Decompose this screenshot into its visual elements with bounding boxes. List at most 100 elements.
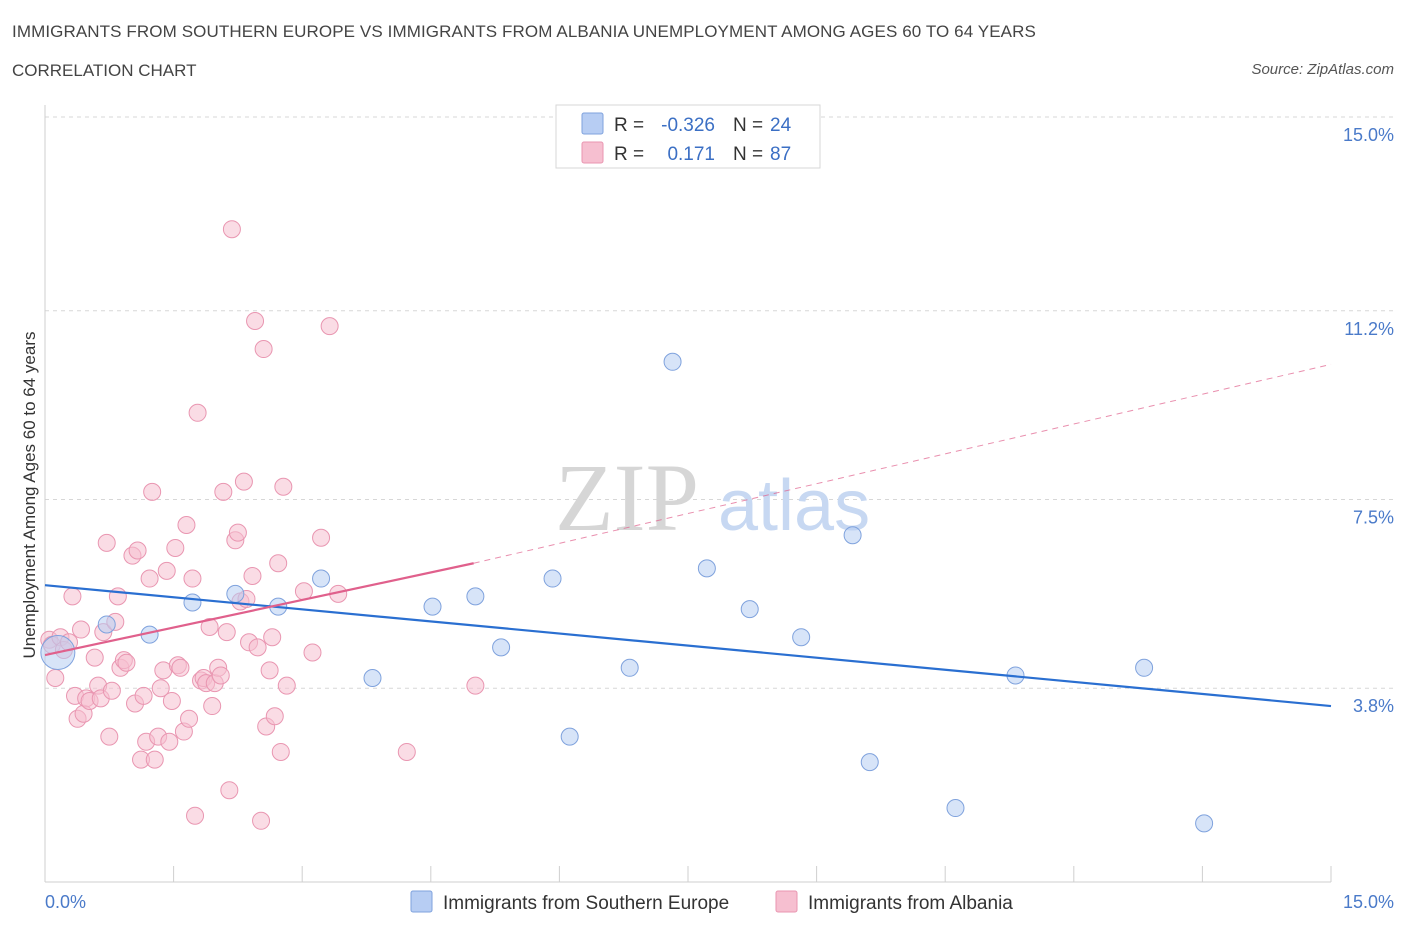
legend: Immigrants from Southern Europe Immigran… <box>410 890 1013 914</box>
albania-point-24 <box>117 653 136 672</box>
albania-point-29 <box>134 686 153 705</box>
trendlines <box>44 363 1332 708</box>
southern-europe-point-14 <box>663 352 682 371</box>
albania-point-38 <box>160 732 179 751</box>
albania-point-35 <box>151 679 170 698</box>
southern-europe-point-20 <box>946 799 965 818</box>
albania-point-40 <box>166 538 185 557</box>
legend-swatch-southern-europe <box>410 890 433 913</box>
albania-point-6 <box>63 587 82 606</box>
albania-point-39 <box>162 691 181 710</box>
x-axis-ticks <box>44 866 1332 882</box>
albania-point-77 <box>271 742 290 761</box>
albania-point-37 <box>157 561 176 580</box>
albania-point-78 <box>274 477 293 496</box>
southern-europe-point-9 <box>466 587 485 606</box>
albania-point-2 <box>46 669 65 687</box>
albania-point-31 <box>140 569 159 588</box>
albania-point-62 <box>228 523 247 542</box>
albania-point-53 <box>203 697 222 716</box>
southern-europe-point-10 <box>492 638 511 657</box>
southern-europe-point-12 <box>560 727 579 746</box>
albania-point-48 <box>188 403 207 422</box>
y-tick-label-0: 3.8% <box>1353 696 1394 716</box>
stats-n-label-pink: N = <box>733 144 763 165</box>
albania-point-76 <box>269 554 288 573</box>
southern-europe-point-6 <box>312 569 331 588</box>
albania-point-64 <box>234 472 253 491</box>
x-tick-label-left: 0.0% <box>45 892 86 912</box>
stats-box: R = -0.326 N = 24 R = 0.171 N = 87 <box>555 104 821 169</box>
albania-point-73 <box>260 661 279 680</box>
albania-point-42 <box>171 658 190 677</box>
southern-europe-point-3 <box>183 593 202 612</box>
southern-europe-point-23 <box>1195 814 1214 833</box>
albania-trendline-extension <box>473 363 1332 564</box>
albania-point-60 <box>222 220 241 239</box>
southern-europe-point-7 <box>363 669 382 687</box>
albania-point-83 <box>320 317 339 336</box>
southern-europe-trendline <box>44 584 1332 708</box>
stats-r-value-blue: -0.326 <box>661 115 715 136</box>
albania-point-13 <box>85 648 104 667</box>
stats-r-label-pink: R = <box>614 144 644 165</box>
legend-swatch-albania <box>775 890 798 913</box>
stats-swatch-blue <box>581 112 604 135</box>
stats-n-label-blue: N = <box>733 115 763 136</box>
southern-europe-point-15 <box>697 559 716 578</box>
albania-trendline <box>44 562 474 657</box>
southern-europe-point-18 <box>843 526 862 545</box>
albania-point-67 <box>243 567 262 585</box>
albania-point-79 <box>277 676 296 695</box>
albania-point-33 <box>145 750 164 769</box>
y-axis-title: Unemployment Among Ages 60 to 64 years <box>20 332 39 659</box>
albania-point-81 <box>303 643 322 662</box>
stats-n-value-pink: 87 <box>770 144 791 165</box>
albania-point-58 <box>217 623 236 642</box>
southern-europe-point-11 <box>543 569 562 588</box>
albania-point-32 <box>143 482 162 501</box>
albania-point-27 <box>128 541 147 560</box>
albania-point-56 <box>211 666 230 685</box>
legend-label-albania: Immigrants from Albania <box>808 893 1013 914</box>
albania-point-57 <box>214 482 233 501</box>
albania-point-18 <box>100 727 119 746</box>
southern-europe-point-13 <box>620 658 639 677</box>
southern-europe-point-16 <box>740 600 759 619</box>
southern-europe-point-1 <box>97 615 116 634</box>
southern-europe-points <box>40 352 1214 833</box>
albania-point-75 <box>265 707 284 726</box>
y-tick-label-1: 7.5% <box>1353 508 1394 528</box>
southern-europe-point-8 <box>423 597 442 616</box>
chart-title: IMMIGRANTS FROM SOUTHERN EUROPE VS IMMIG… <box>12 22 1036 41</box>
albania-point-47 <box>186 806 205 825</box>
chart-subtitle: CORRELATION CHART <box>12 61 197 80</box>
watermark: ZIP atlas <box>555 444 870 551</box>
y-axis-tick-labels: 3.8% 7.5% 11.2% 15.0% <box>1343 125 1394 716</box>
albania-point-59 <box>220 781 239 800</box>
albania-point-74 <box>263 628 282 647</box>
stats-r-value-pink: 0.171 <box>667 144 715 165</box>
albania-point-86 <box>466 676 485 695</box>
y-tick-label-2: 11.2% <box>1344 319 1394 339</box>
albania-point-82 <box>312 528 331 547</box>
albania-point-71 <box>254 340 273 359</box>
y-tick-label-3: 15.0% <box>1343 125 1394 145</box>
southern-europe-point-22 <box>1135 658 1154 677</box>
watermark-zip: ZIP <box>555 444 699 551</box>
southern-europe-point-17 <box>792 628 811 647</box>
albania-point-69 <box>248 638 267 657</box>
legend-label-southern-europe: Immigrants from Southern Europe <box>443 893 729 914</box>
albania-point-45 <box>180 709 199 728</box>
albania-point-70 <box>252 811 271 830</box>
stats-n-value-blue: 24 <box>770 115 792 136</box>
southern-europe-point-4 <box>226 584 245 603</box>
albania-point-85 <box>397 742 416 761</box>
albania-point-68 <box>246 312 265 330</box>
source-credit: Source: ZipAtlas.com <box>1251 61 1394 78</box>
albania-point-46 <box>183 569 202 588</box>
albania-point-17 <box>97 533 116 552</box>
albania-point-52 <box>200 618 219 636</box>
southern-europe-point-19 <box>860 753 879 772</box>
